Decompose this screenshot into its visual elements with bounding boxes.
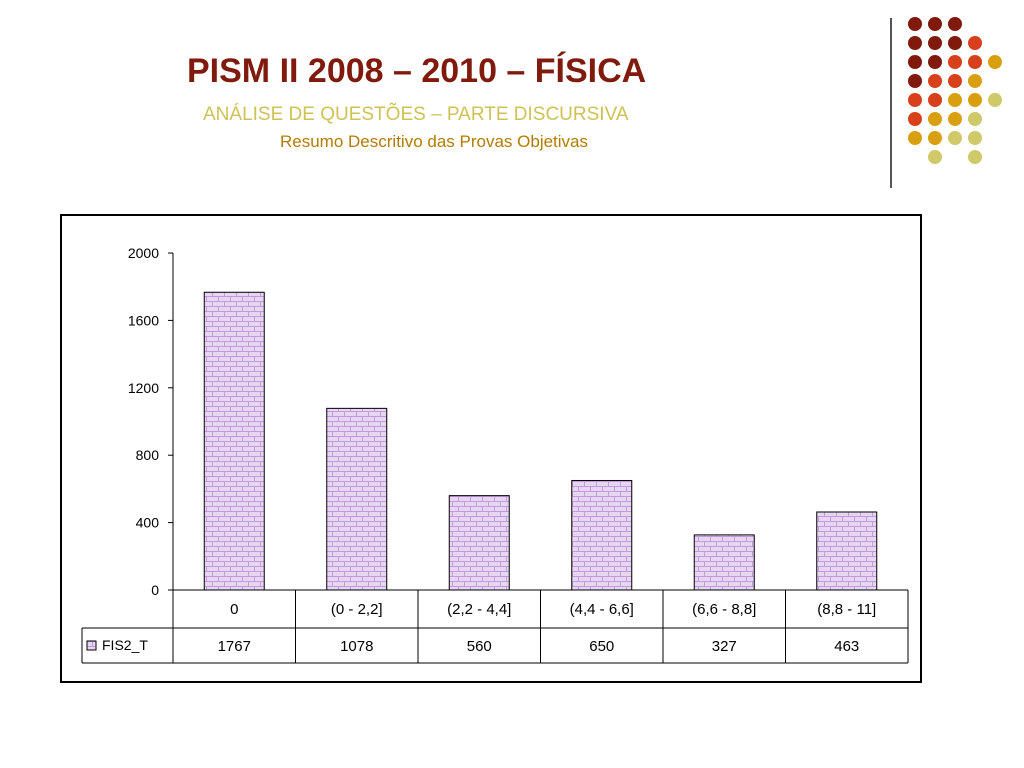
decorative-dot — [928, 150, 942, 164]
chart-frame: 0 400 800 1200 1600 2000 FIS2_T 0 1767 (0 - 2,2… — [60, 214, 922, 683]
y-tick-label: 2000 — [128, 245, 159, 261]
slide-subtitle: ANÁLISE DE QUESTÕES – PARTE DISCURSIVA — [203, 104, 629, 125]
decorative-dot — [968, 74, 982, 88]
decorative-dot — [948, 36, 962, 50]
decorative-dot — [948, 17, 962, 31]
decorative-dot — [908, 112, 922, 126]
y-tick-label: 1200 — [128, 380, 159, 396]
decorative-dot — [908, 17, 922, 31]
decorative-dot-grid — [908, 17, 1002, 164]
decorative-dot — [948, 93, 962, 107]
decorative-dot — [908, 74, 922, 88]
decorative-dot — [928, 93, 942, 107]
bars — [203, 291, 878, 591]
decorative-dot — [928, 112, 942, 126]
legend-entry: FIS2_T — [86, 637, 148, 653]
data-value-label: 327 — [712, 638, 737, 655]
decorative-dot — [928, 131, 942, 145]
y-axis: 0 400 800 1200 1600 2000 — [128, 245, 174, 598]
legend-swatch — [86, 640, 97, 651]
decorative-dot — [988, 93, 1002, 107]
decorative-dot — [968, 131, 982, 145]
decorative-dot — [908, 55, 922, 69]
decorative-dot — [908, 36, 922, 50]
bar — [448, 495, 510, 591]
decorative-dot — [928, 55, 942, 69]
data-value-label: 650 — [589, 638, 614, 655]
decorative-dot — [968, 112, 982, 126]
bar — [693, 534, 755, 591]
decorative-dot — [928, 74, 942, 88]
data-value-label: 560 — [467, 638, 492, 655]
decorative-dot — [948, 55, 962, 69]
y-tick-label: 400 — [136, 515, 160, 531]
bar — [816, 511, 878, 591]
data-value-label: 463 — [834, 638, 859, 655]
data-value-label: 1078 — [340, 638, 373, 655]
x-category-label: 0 — [230, 601, 238, 618]
slide-title: PISM II 2008 – 2010 – FÍSICA — [187, 52, 647, 90]
decorative-dot — [928, 17, 942, 31]
x-category-label: (8,8 - 11] — [817, 601, 876, 618]
data-value-label: 1767 — [218, 638, 251, 655]
slide-subtitle-secondary: Resumo Descritivo das Provas Objetivas — [280, 132, 589, 151]
x-category-label: (2,2 - 4,4] — [447, 601, 511, 618]
y-tick-label: 1600 — [128, 312, 159, 328]
bar — [571, 479, 633, 591]
decorative-dot — [968, 93, 982, 107]
decorative-dot — [988, 55, 1002, 69]
header-divider — [890, 18, 892, 188]
decorative-dot — [948, 131, 962, 145]
bar-chart: 0 400 800 1200 1600 2000 FIS2_T 0 1767 (0 - 2,2… — [81, 245, 909, 664]
y-tick-label: 0 — [151, 582, 159, 598]
data-table: FIS2_T 0 1767 (0 - 2,2] 1078 (2,2 - 4,4] 560 (… — [81, 589, 909, 664]
legend-label: FIS2_T — [102, 637, 148, 653]
x-category-label: (4,4 - 6,6] — [570, 601, 634, 618]
decorative-dot — [928, 36, 942, 50]
decorative-dot — [968, 55, 982, 69]
decorative-dot — [968, 150, 982, 164]
slide-header: PISM II 2008 – 2010 – FÍSICA ANÁLISE DE … — [0, 0, 1024, 200]
decorative-dot — [948, 74, 962, 88]
decorative-dot — [948, 112, 962, 126]
decorative-dot — [908, 93, 922, 107]
bar — [326, 407, 388, 591]
decorative-dot — [968, 36, 982, 50]
x-category-label: (6,6 - 8,8] — [692, 601, 756, 618]
y-tick-label: 800 — [136, 447, 160, 463]
bar — [203, 291, 265, 591]
decorative-dot — [908, 131, 922, 145]
x-category-label: (0 - 2,2] — [331, 601, 383, 618]
